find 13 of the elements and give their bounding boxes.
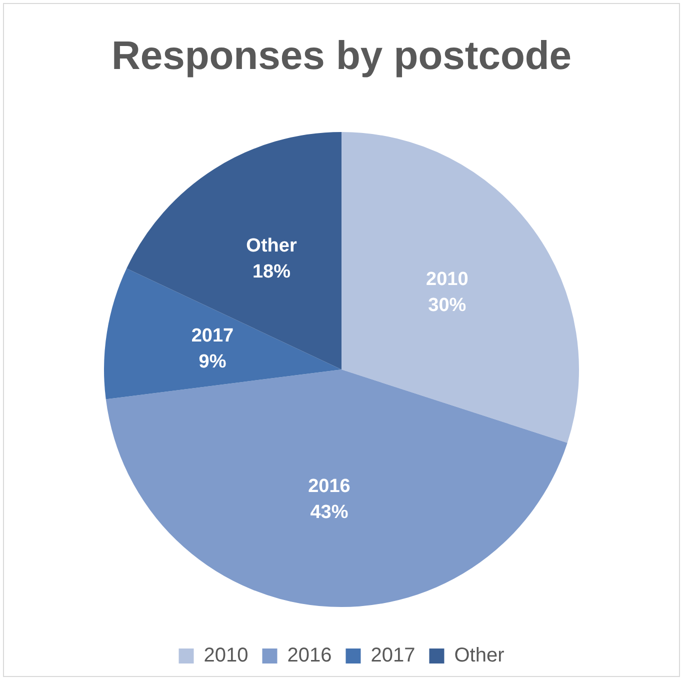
data-label: 18% (252, 261, 291, 282)
slice-label: 2010 (426, 268, 468, 290)
slice-label: 2017 (191, 325, 234, 346)
data-label: 30% (428, 294, 466, 316)
legend-label: Other (454, 644, 505, 667)
data-label: 9% (198, 351, 226, 372)
data-label: 43% (310, 502, 348, 523)
legend-label: 2017 (370, 644, 416, 667)
chart-title: Responses by postcode (111, 34, 572, 78)
legend-label: 2016 (287, 644, 332, 667)
slice-label: Other (246, 235, 298, 256)
slice-label: 2016 (308, 476, 350, 497)
legend-label: 2010 (204, 644, 248, 667)
